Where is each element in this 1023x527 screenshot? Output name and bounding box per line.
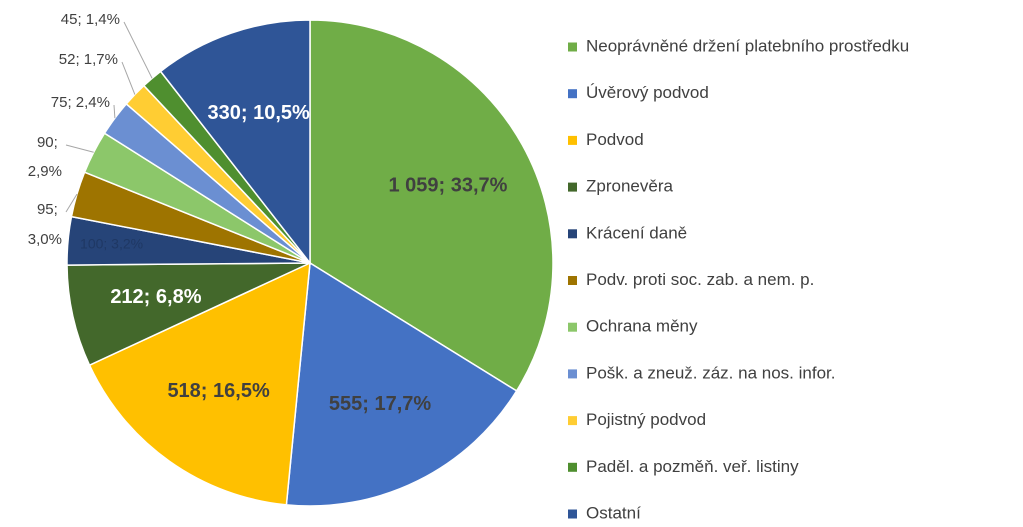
legend-label: Ostatní <box>586 503 641 522</box>
data-label: 330; 10,5% <box>208 102 311 124</box>
legend-swatch <box>568 276 577 285</box>
data-label: 95; 3,0% <box>28 201 62 248</box>
pie-slice <box>159 19 311 266</box>
pie-slice <box>285 261 518 507</box>
legend-label: Pojistný podvod <box>586 410 706 429</box>
legend-label: Pošk. a zneuž. záz. na nos. infor. <box>586 363 835 382</box>
data-label: 518; 16,5% <box>167 380 270 402</box>
pie-slice <box>88 261 311 506</box>
data-label: 90; 2,9% <box>28 134 62 180</box>
legend-label: Ochrana měny <box>586 317 698 336</box>
legend-label: Úvěrový podvod <box>586 83 709 102</box>
data-label: 555; 17,7% <box>329 393 432 415</box>
legend-label: Zpronevěra <box>586 177 673 196</box>
legend-swatch <box>568 509 577 519</box>
data-label: 1 059; 33,7% <box>388 174 507 196</box>
legend-swatch <box>568 322 577 332</box>
label-part: 3,0% <box>28 231 62 248</box>
leader-line <box>113 104 116 119</box>
legend-label: Podvod <box>586 130 644 149</box>
label-part: 2,9% <box>28 163 62 180</box>
legend-label: Paděl. a pozměň. veř. listiny <box>586 457 799 476</box>
label-part: 95; <box>37 201 62 218</box>
pie-slice <box>309 19 554 392</box>
label-part: 90; <box>37 134 62 151</box>
legend-swatch <box>568 462 577 472</box>
data-label: 45; 1,4% <box>61 11 120 28</box>
data-label: 75; 2,4% <box>51 94 110 111</box>
legend-swatch <box>568 42 577 52</box>
legend-swatch <box>568 416 577 426</box>
legend-swatch <box>568 135 577 145</box>
leader-line <box>123 21 153 79</box>
legend-swatch <box>568 369 577 379</box>
leader-line <box>65 144 94 153</box>
data-label: 212; 6,8% <box>110 286 201 308</box>
legend-label: Podv. proti soc. zab. a nem. p. <box>586 270 814 289</box>
data-label: 100; 3,2% <box>80 235 143 251</box>
leader-line <box>65 193 78 213</box>
data-label: 52; 1,7% <box>59 51 118 68</box>
legend-label: Krácení daně <box>586 223 687 242</box>
legend-swatch <box>568 89 577 99</box>
legend-swatch <box>568 229 577 239</box>
legend-swatch <box>568 182 577 192</box>
legend-label: Neoprávněné držení platebního prostředku <box>586 36 909 55</box>
leader-line <box>121 61 136 95</box>
